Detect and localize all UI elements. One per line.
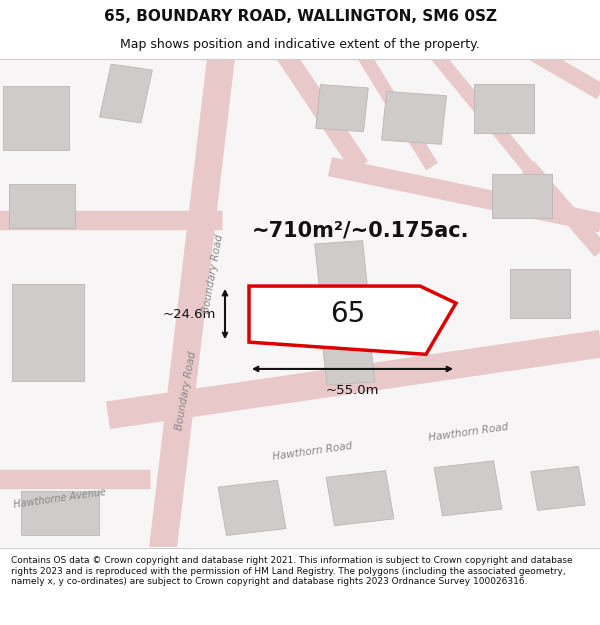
Polygon shape [3, 86, 69, 149]
Text: Boundary Road: Boundary Road [201, 234, 225, 314]
Text: Boundary Road: Boundary Road [174, 351, 198, 431]
Text: ~24.6m: ~24.6m [163, 308, 215, 321]
Polygon shape [100, 64, 152, 123]
Polygon shape [510, 269, 570, 318]
Polygon shape [314, 241, 370, 307]
Polygon shape [9, 184, 75, 228]
Text: Map shows position and indicative extent of the property.: Map shows position and indicative extent… [120, 38, 480, 51]
Polygon shape [12, 284, 84, 381]
Polygon shape [321, 328, 375, 385]
Polygon shape [382, 91, 446, 144]
Polygon shape [316, 84, 368, 132]
Polygon shape [249, 286, 456, 354]
Polygon shape [474, 84, 534, 132]
Text: 65, BOUNDARY ROAD, WALLINGTON, SM6 0SZ: 65, BOUNDARY ROAD, WALLINGTON, SM6 0SZ [104, 9, 497, 24]
Text: ~55.0m: ~55.0m [326, 384, 379, 398]
Text: Hawthorne Avenue: Hawthorne Avenue [13, 487, 107, 509]
Polygon shape [21, 491, 99, 534]
Text: Hawthorn Road: Hawthorn Road [427, 422, 509, 443]
Text: ~710m²/~0.175ac.: ~710m²/~0.175ac. [252, 220, 470, 240]
Polygon shape [492, 174, 552, 218]
Polygon shape [531, 466, 585, 511]
Text: 65: 65 [331, 301, 365, 328]
Text: Hawthorn Road: Hawthorn Road [271, 441, 353, 462]
Polygon shape [326, 471, 394, 526]
Text: Contains OS data © Crown copyright and database right 2021. This information is : Contains OS data © Crown copyright and d… [11, 556, 572, 586]
Polygon shape [434, 461, 502, 516]
Polygon shape [218, 481, 286, 536]
